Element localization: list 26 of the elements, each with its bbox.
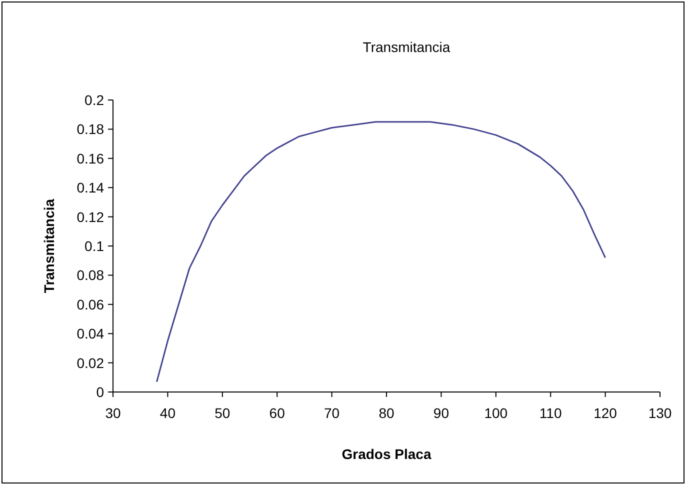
x-tick-label: 80 — [378, 405, 394, 421]
x-tick-label: 110 — [539, 405, 562, 421]
line-series — [156, 121, 606, 383]
y-tick-label: 0.16 — [76, 150, 104, 166]
x-tick-label: 120 — [594, 405, 618, 421]
y-tick-label: 0.12 — [76, 208, 104, 225]
x-tick-label: 30 — [105, 405, 121, 421]
y-tick-label: 0.02 — [76, 354, 104, 371]
y-axis-title: Transmitancia — [41, 198, 57, 294]
x-tick-label: 40 — [160, 405, 176, 421]
y-tick-label: 0.14 — [76, 180, 104, 196]
x-tick-label: 70 — [324, 405, 340, 421]
x-tick-label: 50 — [214, 405, 230, 421]
x-tick-label: 90 — [433, 405, 450, 421]
x-axis-title: Grados Placa — [342, 446, 432, 462]
y-tick-label: 0.2 — [84, 92, 104, 108]
y-tick-label: 0.1 — [84, 238, 104, 254]
y-tick-label: 0.06 — [76, 296, 104, 312]
y-tick-label: 0.08 — [76, 267, 104, 284]
x-tick-label: 100 — [484, 405, 508, 421]
chart-title: Transmitancia — [362, 39, 450, 55]
y-tick-label: 0 — [96, 384, 104, 400]
y-tick-label: 0.04 — [76, 326, 104, 342]
x-tick-label: 130 — [648, 405, 672, 421]
x-tick-label: 60 — [269, 405, 286, 421]
y-tick-label: 0.18 — [76, 121, 104, 138]
